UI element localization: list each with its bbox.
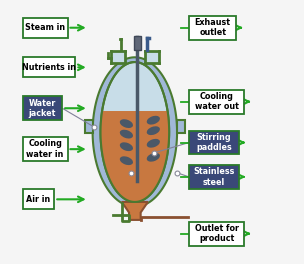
Text: Exhaust
outlet: Exhaust outlet [195,18,231,37]
Ellipse shape [120,119,133,128]
FancyBboxPatch shape [22,96,62,120]
Text: Stainless
steel: Stainless steel [193,167,235,187]
Bar [145,51,159,63]
Ellipse shape [120,130,133,139]
Polygon shape [101,62,169,202]
Bar [111,51,125,63]
Ellipse shape [147,153,160,162]
Polygon shape [101,111,169,202]
Ellipse shape [147,139,160,148]
Text: Nutrients in: Nutrients in [22,63,76,72]
FancyBboxPatch shape [22,58,75,77]
Text: Cooling
water out: Cooling water out [195,92,239,111]
Polygon shape [93,57,177,207]
Ellipse shape [147,126,160,135]
Ellipse shape [147,116,160,125]
FancyBboxPatch shape [22,18,67,37]
FancyBboxPatch shape [189,222,244,246]
Polygon shape [122,202,148,220]
Text: Outlet for
product: Outlet for product [195,224,239,243]
Text: Air in: Air in [26,195,50,204]
Bar [133,36,141,50]
Text: Steam in: Steam in [25,23,65,32]
Polygon shape [85,120,93,133]
FancyBboxPatch shape [189,165,239,189]
FancyBboxPatch shape [189,131,239,154]
Ellipse shape [120,156,133,165]
FancyBboxPatch shape [22,190,54,209]
Text: Cooling
water in: Cooling water in [26,139,64,159]
Polygon shape [177,120,185,133]
Text: Stirring
paddles: Stirring paddles [196,133,232,152]
FancyBboxPatch shape [189,16,237,40]
Ellipse shape [120,142,133,151]
FancyBboxPatch shape [22,137,67,161]
FancyBboxPatch shape [189,90,244,114]
Text: Water
jacket: Water jacket [29,98,56,118]
